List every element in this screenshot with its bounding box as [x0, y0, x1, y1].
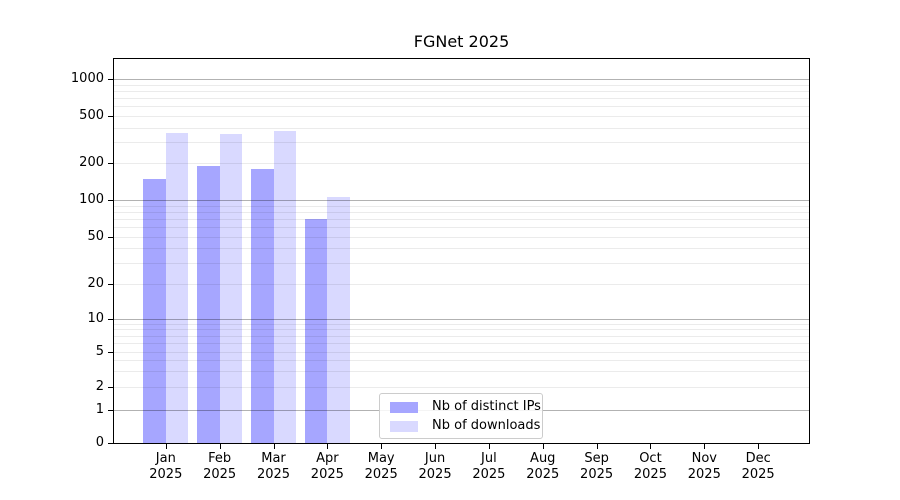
x-tick-label: Apr 2025: [310, 451, 344, 482]
legend-item-distinct-ips: Nb of distinct IPs: [387, 400, 541, 414]
x-tick-mark: [435, 444, 437, 449]
bar-jan-nb-of-downloads: [165, 132, 189, 444]
legend: Nb of distinct IPs Nb of downloads: [379, 393, 543, 439]
y-tick-label: 10: [87, 310, 104, 326]
y-tick-label: 0: [95, 435, 104, 451]
y-tick-mark: [108, 116, 113, 117]
x-tick-label: Oct 2025: [633, 451, 667, 482]
y-gridline-minor: [114, 263, 809, 265]
y-tick-label: 1000: [70, 71, 104, 86]
y-gridline-minor: [114, 335, 809, 337]
bar-apr-nb-of-distinct-ips: [304, 218, 328, 444]
y-gridline-minor: [114, 163, 809, 165]
y-gridline-minor: [114, 351, 809, 353]
y-tick-label: 200: [79, 155, 104, 171]
y-tick-label: 20: [87, 276, 104, 291]
y-gridline-minor: [114, 248, 809, 250]
x-tick-mark: [165, 444, 167, 449]
chart-title: FGNet 2025: [413, 32, 510, 51]
y-tick-label: 500: [79, 108, 104, 123]
bar-apr-nb-of-downloads: [327, 197, 350, 444]
y-tick-mark: [108, 387, 113, 388]
y-gridline-minor: [114, 218, 809, 220]
plot-area-border: [113, 58, 810, 444]
y-gridline-minor: [114, 329, 809, 331]
x-tick-label: May 2025: [364, 451, 398, 482]
y-gridline-minor: [114, 211, 809, 213]
x-tick-label: Jul 2025: [472, 451, 506, 482]
y-tick-mark: [108, 200, 113, 201]
y-tick-mark: [108, 409, 113, 411]
y-tick-label: 2: [95, 379, 104, 394]
x-tick-mark: [488, 444, 490, 449]
y-gridline-minor: [114, 142, 809, 144]
x-tick-label: Mar 2025: [256, 451, 291, 482]
y-tick-mark: [108, 236, 113, 238]
y-gridline-minor: [114, 227, 809, 229]
y-gridline-minor: [114, 284, 809, 285]
x-tick-mark: [381, 444, 383, 449]
legend-swatch-distinct-ips: [390, 401, 418, 413]
x-tick-mark: [219, 444, 221, 449]
x-tick-mark: [650, 444, 652, 449]
legend-label-downloads: Nb of downloads: [432, 418, 541, 433]
y-gridline-minor: [114, 323, 809, 325]
bar-mar-nb-of-downloads: [273, 130, 296, 444]
y-gridline-minor: [114, 90, 809, 92]
y-gridline-minor: [114, 116, 809, 117]
x-tick-mark: [758, 444, 760, 449]
y-gridline-minor: [114, 127, 809, 129]
x-tick-mark: [596, 444, 598, 449]
y-gridline-major: [114, 79, 809, 80]
y-tick-mark: [108, 163, 113, 165]
x-tick-label: Jun 2025: [418, 451, 452, 482]
y-gridline-minor: [114, 387, 809, 388]
x-tick-label: Aug 2025: [526, 451, 560, 482]
y-gridline-minor: [114, 343, 809, 345]
x-tick-mark: [542, 444, 544, 449]
y-gridline-minor: [114, 106, 809, 108]
x-tick-mark: [327, 444, 329, 449]
x-tick-label: Dec 2025: [741, 451, 775, 482]
y-tick-mark: [108, 284, 113, 285]
y-gridline-minor: [114, 98, 809, 100]
y-gridline-minor: [114, 205, 809, 207]
y-gridline-major: [114, 200, 809, 201]
x-tick-label: Sep 2025: [580, 451, 614, 482]
y-gridline-minor: [114, 84, 809, 86]
y-gridline-major: [114, 318, 809, 320]
x-tick-mark: [704, 444, 706, 449]
x-tick-label: Jan 2025: [149, 451, 183, 482]
x-tick-label: Feb 2025: [203, 451, 237, 482]
legend-item-downloads: Nb of downloads: [387, 419, 540, 433]
y-gridline-minor: [114, 371, 809, 373]
legend-swatch-downloads: [390, 420, 418, 432]
y-tick-label: 50: [87, 228, 104, 244]
x-tick-label: Nov 2025: [687, 451, 721, 482]
y-tick-mark: [108, 318, 113, 320]
y-tick-label: 100: [79, 192, 104, 207]
y-tick-label: 5: [95, 343, 104, 359]
legend-label-distinct-ips: Nb of distinct IPs: [432, 399, 541, 414]
x-tick-mark: [273, 444, 275, 449]
bar-feb-nb-of-distinct-ips: [197, 166, 220, 444]
y-tick-mark: [108, 79, 113, 80]
y-gridline-minor: [114, 236, 809, 238]
bar-jan-nb-of-distinct-ips: [143, 178, 166, 444]
y-tick-mark: [108, 443, 113, 445]
y-tick-mark: [108, 351, 113, 353]
y-gridline-minor: [114, 360, 809, 362]
y-tick-label: 1: [95, 401, 104, 417]
bar-feb-nb-of-downloads: [219, 134, 243, 444]
bar-mar-nb-of-distinct-ips: [251, 168, 274, 444]
